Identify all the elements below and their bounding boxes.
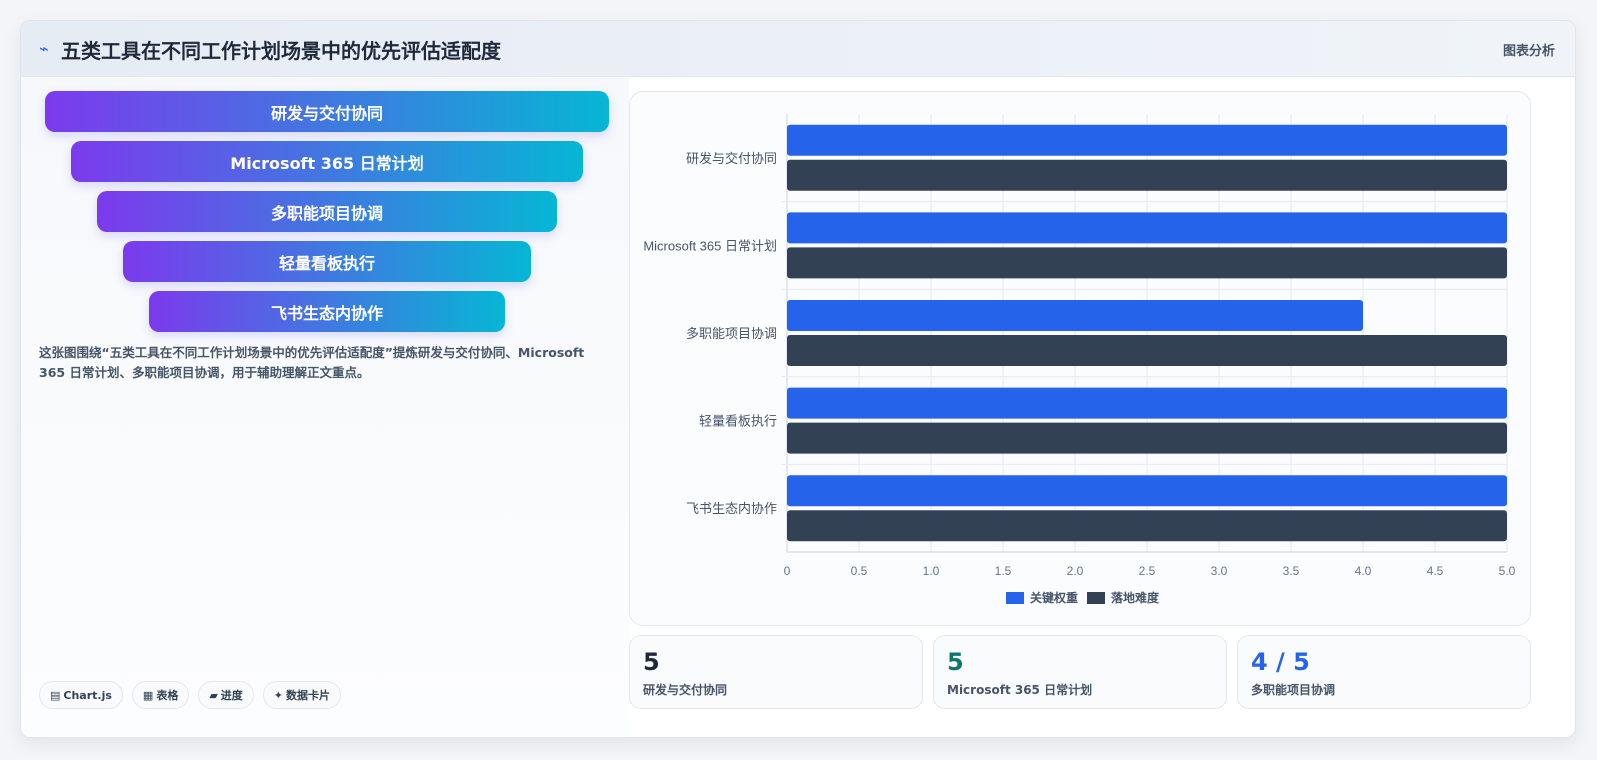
stat-card: 5 Microsoft 365 日常计划 (933, 635, 1227, 709)
bar (787, 335, 1507, 366)
bar (787, 387, 1507, 419)
x-tick-label: 1.0 (923, 564, 940, 578)
stat-value: 5 (643, 648, 660, 676)
y-tick-label: 轻量看板执行 (699, 414, 777, 429)
chip-label: 表格 (156, 689, 179, 702)
funnel-step: 研发与交付协同 (45, 91, 609, 132)
chip-table[interactable]: ▦ 表格 (131, 681, 190, 709)
bar (787, 247, 1507, 279)
funnel-step: 轻量看板执行 (123, 241, 531, 282)
y-tick-label: 飞书生态内协作 (686, 501, 777, 516)
x-tick-label: 3.0 (1211, 564, 1228, 578)
chip-progress[interactable]: ▰ 进度 (198, 681, 254, 709)
x-tick-label: 5.0 (1499, 564, 1516, 578)
legend-label: 落地难度 (1111, 590, 1160, 605)
chip-chartjs[interactable]: ▤ Chart.js (39, 681, 123, 709)
bar (787, 159, 1507, 191)
funnel-step: 多职能项目协调 (97, 191, 557, 232)
stat-label: 研发与交付协同 (643, 683, 728, 697)
progress-icon: ▰ (209, 688, 218, 702)
legend-swatch (1006, 592, 1024, 604)
table-icon: ▦ (142, 688, 154, 702)
chip-label: Chart.js (63, 688, 112, 702)
legend-label: 关键权重 (1030, 590, 1078, 605)
legend-swatch (1087, 592, 1105, 604)
left-panel: 研发与交付协同 Microsoft 365 日常计划 多职能项目协调 轻量看板执… (21, 77, 629, 737)
x-tick-label: 4.0 (1355, 564, 1372, 578)
chart-icon: ▤ (50, 688, 61, 702)
x-tick-label: 1.5 (995, 564, 1012, 578)
chip-label: 数据卡片 (286, 689, 331, 702)
x-tick-label: 4.5 (1427, 564, 1444, 578)
x-tick-label: 2.0 (1067, 564, 1084, 578)
bar-chart: 0 0.5 1.0 1.5 2.0 2.5 3.0 3.5 4.0 4.5 5.0 研发与交付协同 Mi… (643, 114, 1516, 605)
bar (787, 510, 1507, 542)
bar-chart-container: 0 0.5 1.0 1.5 2.0 2.5 3.0 3.5 4.0 4.5 5.0 研发与交付协同 Mi… (629, 91, 1531, 626)
x-tick-label: 0 (784, 564, 791, 578)
chip-data-card[interactable]: ✦ 数据卡片 (262, 681, 342, 709)
chart-line-icon: ⌁ (39, 39, 49, 58)
feature-chips: ▤ Chart.js ▦ 表格 ▰ 进度 ✦ 数据卡片 (39, 681, 342, 709)
bar (787, 300, 1363, 331)
bar (787, 124, 1507, 156)
stat-card: 5 研发与交付协同 (629, 635, 923, 709)
stat-value: 4 / 5 (1251, 648, 1310, 676)
stat-label: Microsoft 365 日常计划 (947, 683, 1093, 697)
y-tick-label: 研发与交付协同 (686, 151, 777, 166)
funnel-step: 飞书生态内协作 (149, 291, 505, 332)
funnel-step: Microsoft 365 日常计划 (71, 141, 583, 182)
stat-card: 4 / 5 多职能项目协调 (1237, 635, 1531, 709)
chip-label: 进度 (220, 689, 243, 702)
x-tick-label: 3.5 (1283, 564, 1300, 578)
stat-label: 多职能项目协调 (1251, 683, 1336, 697)
bar (787, 422, 1507, 454)
x-tick-label: 2.5 (1139, 564, 1156, 578)
sparkle-icon: ✦ (273, 688, 284, 702)
card-header: ⌁ 五类工具在不同工作计划场景中的优先评估适配度 图表分析 (21, 21, 1575, 77)
chart-card: ⌁ 五类工具在不同工作计划场景中的优先评估适配度 图表分析 研发与交付协同 Mi… (20, 20, 1576, 738)
bar (787, 212, 1507, 244)
bar (787, 475, 1507, 507)
page-title: 五类工具在不同工作计划场景中的优先评估适配度 (61, 39, 501, 63)
x-tick-label: 0.5 (851, 564, 868, 578)
stat-value: 5 (947, 648, 964, 676)
y-tick-label: 多职能项目协调 (686, 326, 777, 341)
description-text: 这张图围绕“五类工具在不同工作计划场景中的优先评估适配度”提炼研发与交付协同、M… (39, 345, 585, 380)
y-tick-label: Microsoft 365 日常计划 (643, 238, 777, 253)
chart-analysis-link[interactable]: 图表分析 (1502, 44, 1555, 59)
